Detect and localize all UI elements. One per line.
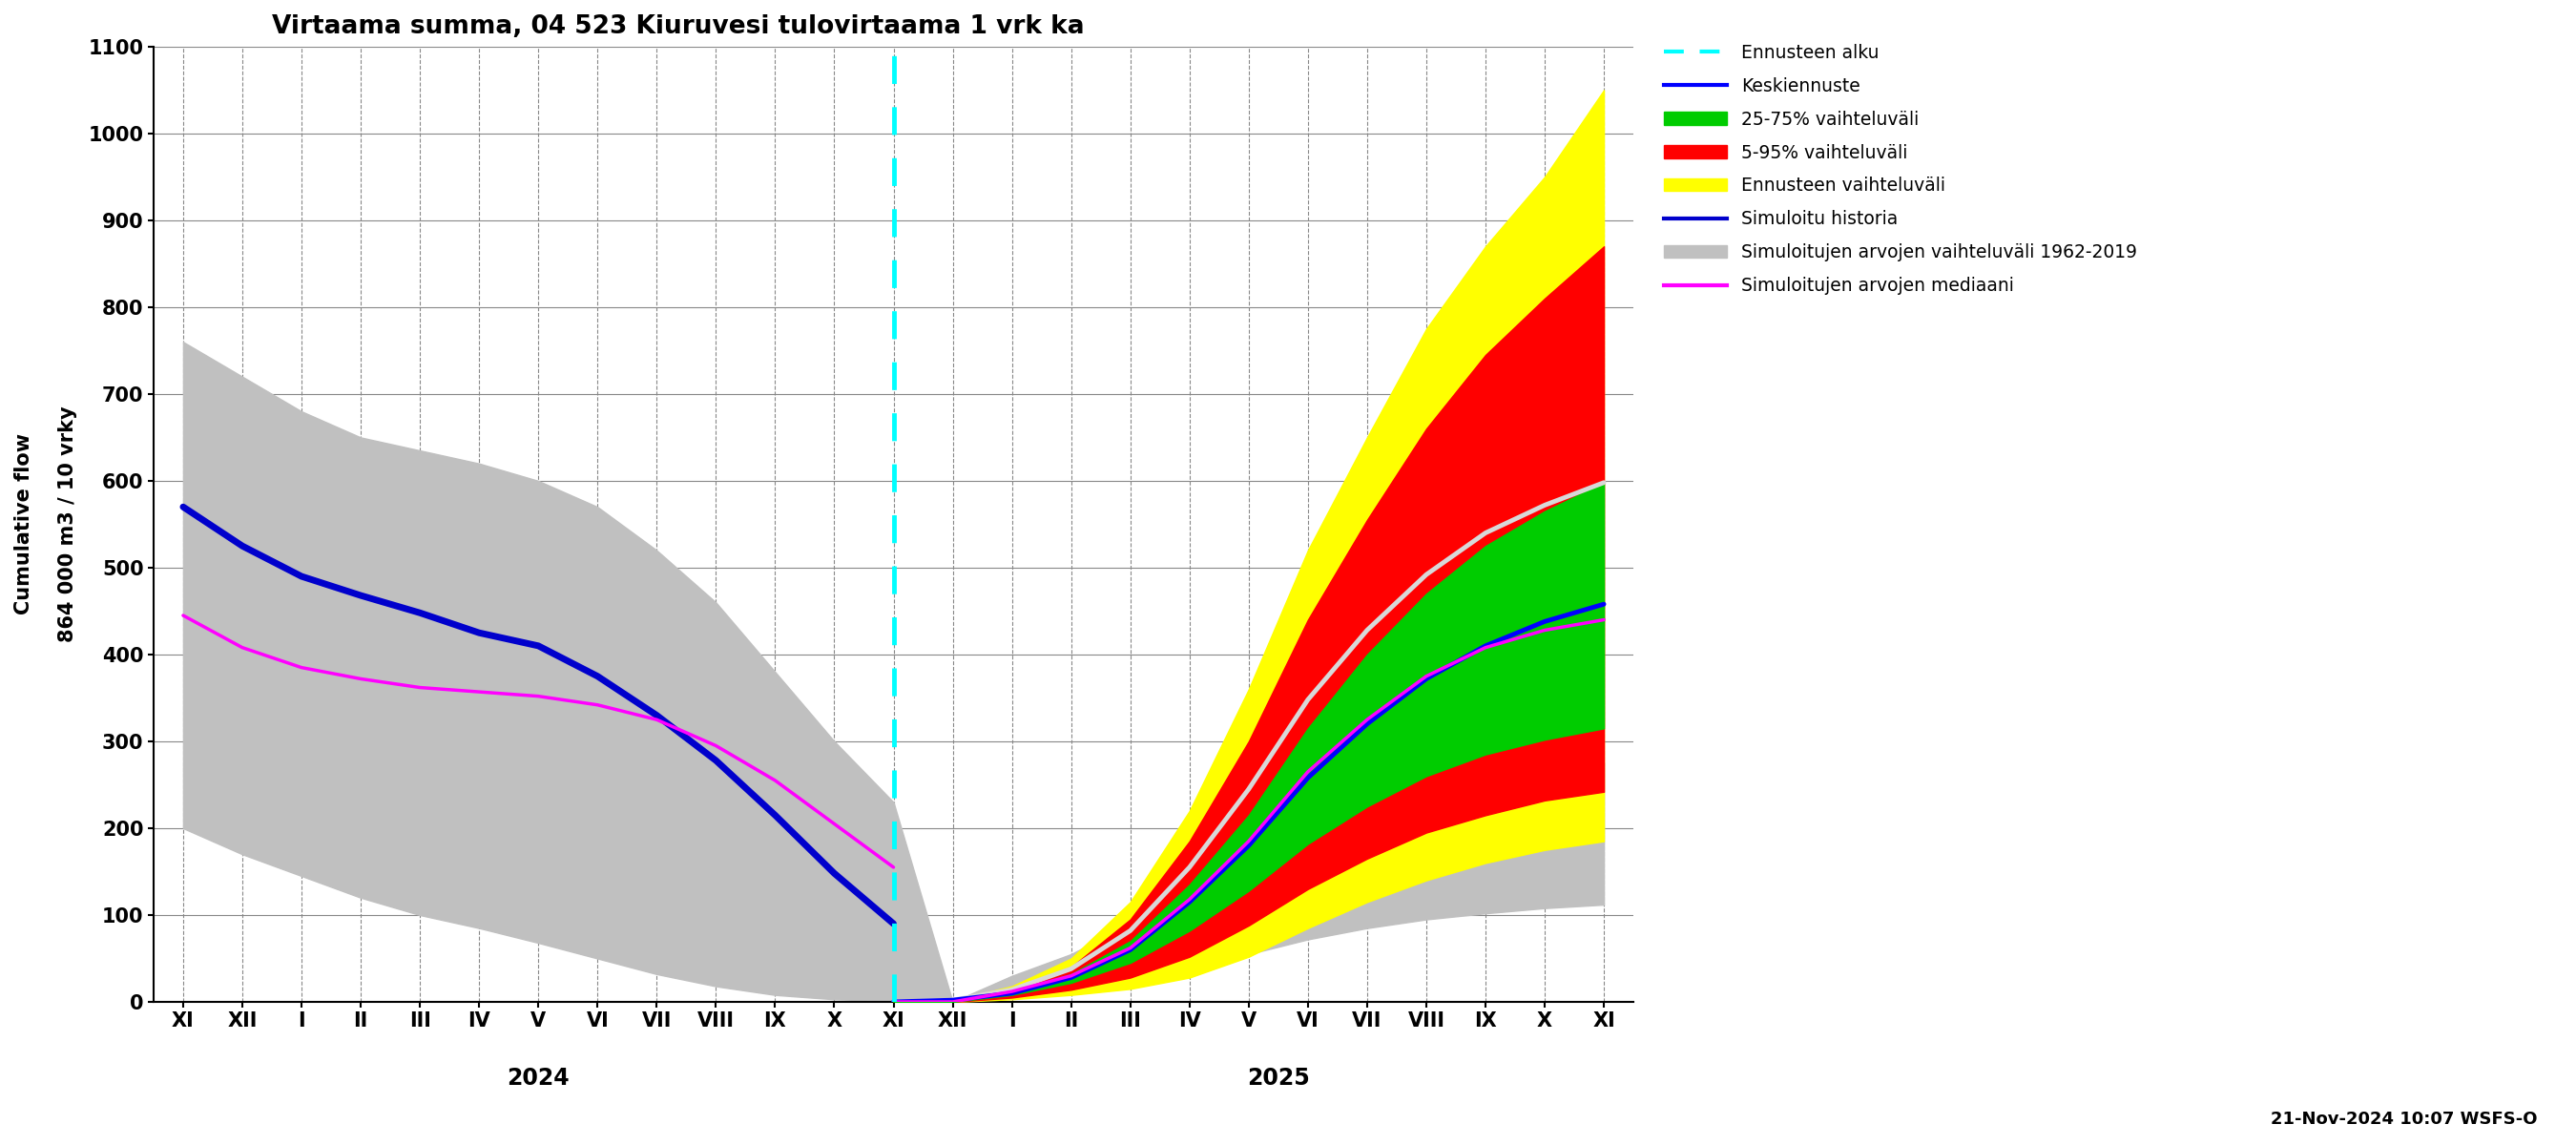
Legend: Ennusteen alku, Keskiennuste, 25-75% vaihteluväli, 5-95% vaihteluväli, Ennusteen: Ennusteen alku, Keskiennuste, 25-75% vai… <box>1656 37 2143 302</box>
Text: 21-Nov-2024 10:07 WSFS-O: 21-Nov-2024 10:07 WSFS-O <box>2269 1111 2537 1128</box>
Text: Virtaama summa, 04 523 Kiuruvesi tulovirtaama 1 vrk ka: Virtaama summa, 04 523 Kiuruvesi tulovir… <box>273 14 1084 39</box>
Y-axis label: Cumulative flow

864 000 m3 / 10 vrky: Cumulative flow 864 000 m3 / 10 vrky <box>15 406 77 642</box>
Text: 2024: 2024 <box>507 1067 569 1090</box>
Text: 2025: 2025 <box>1247 1067 1309 1090</box>
